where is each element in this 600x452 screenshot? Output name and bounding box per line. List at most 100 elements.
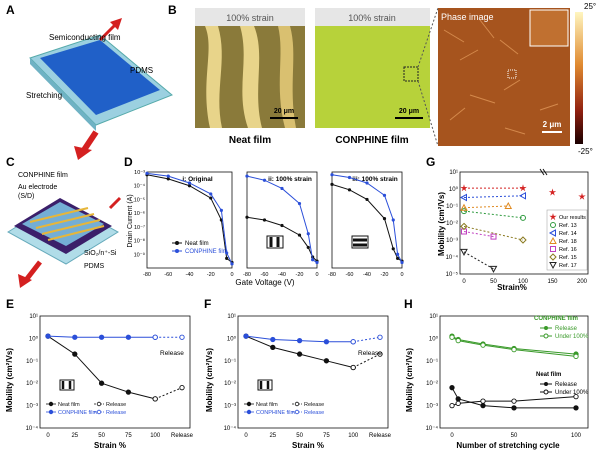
- semiconducting-film-shape: [40, 40, 160, 115]
- f-legend-label: Release: [304, 410, 324, 416]
- g-triangle-marker: [549, 262, 557, 270]
- d-data-point: [391, 218, 395, 222]
- h-data-point: [480, 402, 486, 409]
- d-xtick-label: -60: [346, 272, 354, 278]
- g-ytick-label: 10⁻⁴: [446, 254, 459, 261]
- h-xtick-label: 0: [450, 433, 454, 439]
- panel-h: H Mobility (cm²/Vs) Number of stretching…: [404, 297, 589, 450]
- e-release-note: Release: [160, 350, 184, 357]
- neat-film-crack-3: [278, 26, 296, 128]
- d-data-point: [145, 171, 149, 175]
- d-data-point: [187, 181, 192, 185]
- g-triangle-marker: [489, 265, 498, 273]
- device-icon-ii-frame: [266, 235, 284, 249]
- scale-bar-3: [542, 131, 562, 133]
- e-data-point: [72, 334, 78, 340]
- f-xtick-label: Release: [369, 433, 392, 439]
- zoom-guide-bottom: [417, 80, 439, 147]
- g-axes-frame: [459, 171, 589, 275]
- h-ylabel: Mobility (cm²/Vs): [405, 348, 414, 412]
- g-xtick-label: 100: [518, 279, 529, 285]
- d-subplot-strain-ii: ii: 100% strain -80 -60 -40 -20 0: [243, 171, 319, 278]
- d-ytick-label: 10⁻³: [134, 170, 145, 176]
- d-data-point: [396, 256, 400, 260]
- g-legend-label: Ref. 17: [559, 263, 577, 269]
- g-xlabel: Strain%: [497, 283, 527, 292]
- e-xtick-label: 100: [150, 433, 161, 439]
- g-circle-marker: [461, 208, 467, 215]
- g-triangle-marker: [459, 193, 467, 202]
- scale-label-3: 2 μm: [543, 120, 562, 129]
- d-data-point: [311, 258, 315, 262]
- g-star-marker: [548, 188, 557, 196]
- h-legend: CONPHINE film Release Under 100% Neat fi…: [534, 316, 589, 396]
- f-series-line: [353, 336, 381, 343]
- f-data-point: [270, 336, 276, 343]
- d-device-icon-iii: [351, 235, 369, 249]
- f-data-point: [323, 358, 330, 364]
- d-xtick-label: -80: [143, 272, 151, 278]
- pdms-label: PDMS: [130, 66, 153, 75]
- film-label: Semiconducting film: [49, 33, 121, 42]
- g-circle-marker: [520, 214, 526, 221]
- f-xlabel: Strain %: [292, 441, 324, 450]
- d-subplot-title: i: Original: [182, 176, 213, 183]
- f-plot-area: 10¹ 10⁰ 10⁻¹ 10⁻² 10⁻³ 10⁻⁴ 0 25 50 75 100 Release R…: [224, 314, 392, 439]
- g-triangle-marker: [548, 229, 556, 237]
- d-ylabel: Drain Current (A): [127, 194, 134, 247]
- h-legend-c-release-marker: [544, 326, 548, 330]
- stretch-arrow-c-up: [108, 196, 122, 210]
- f-release-note: Release: [358, 350, 382, 357]
- d-ytick-label: 10⁻⁹: [134, 251, 145, 258]
- g-xtick-label: 200: [577, 279, 588, 285]
- d-xtick-label: -80: [328, 272, 336, 278]
- panel-letter-h: H: [404, 297, 413, 311]
- phase-texture: [443, 19, 559, 135]
- e-legend-marker: [48, 409, 54, 415]
- strain-label-2: 100% strain: [348, 13, 396, 23]
- f-data-point: [377, 334, 383, 340]
- panel-letter-f: F: [204, 297, 211, 311]
- h-legend-n-under-label: Under 100%: [555, 390, 589, 396]
- f-data-point: [377, 351, 383, 357]
- h-legend-n-release-marker: [544, 382, 548, 386]
- h-data-point: [480, 398, 486, 404]
- d-xtick-label: -40: [363, 272, 371, 278]
- f-data-point: [243, 333, 249, 339]
- f-legend-label: Neat film: [256, 402, 278, 408]
- panel-letter-b: B: [168, 3, 177, 17]
- h-legend-head-conphine: CONPHINE film: [534, 316, 578, 322]
- d-xtick-label: -80: [243, 272, 251, 278]
- g-diamond-marker: [519, 236, 527, 244]
- e-ytick-label: 10⁻²: [26, 381, 38, 387]
- f-xtick-label: 0: [244, 433, 248, 439]
- d-data-point: [382, 193, 387, 197]
- phase-image-label: Phase image: [441, 12, 494, 22]
- e-series-line: [155, 387, 183, 400]
- g-star-marker: [460, 184, 468, 192]
- d-legend-conphine-marker: [175, 249, 179, 253]
- d-ytick-label: 10⁻⁸: [134, 238, 145, 245]
- g-legend-label: Ref. 14: [559, 231, 577, 237]
- g-ytick-label: 10⁻⁵: [446, 271, 459, 278]
- d-subplot-title: ii: 100% strain: [268, 176, 312, 183]
- g-plot-area: 10¹ 10⁰ 10⁻¹ 10⁻² 10⁻³ 10⁻⁴ 10⁻⁵0 50 100 150 200: [446, 168, 589, 285]
- d-data-point: [396, 252, 400, 256]
- device-icon: [59, 379, 75, 391]
- h-ytick-label: 10⁰: [429, 335, 439, 342]
- g-diamond-marker: [460, 222, 468, 231]
- d-data-point: [365, 181, 369, 185]
- d-xlabel: Gate Voltage (V): [235, 278, 294, 287]
- scale-bar-1: [270, 117, 298, 119]
- e-xlabel: Strain %: [94, 441, 126, 450]
- d-data-point: [245, 215, 249, 219]
- f-xtick-label: 25: [269, 433, 276, 439]
- g-series-line: [463, 251, 494, 270]
- f-ylabel: Mobility (cm²/Vs): [205, 348, 214, 412]
- g-legend-label: Ref. 18: [559, 239, 577, 245]
- g-triangle-marker: [549, 236, 557, 244]
- d-data-point: [315, 260, 319, 265]
- colorbar-max-label: 25°: [584, 2, 596, 11]
- d-data-point: [166, 177, 170, 181]
